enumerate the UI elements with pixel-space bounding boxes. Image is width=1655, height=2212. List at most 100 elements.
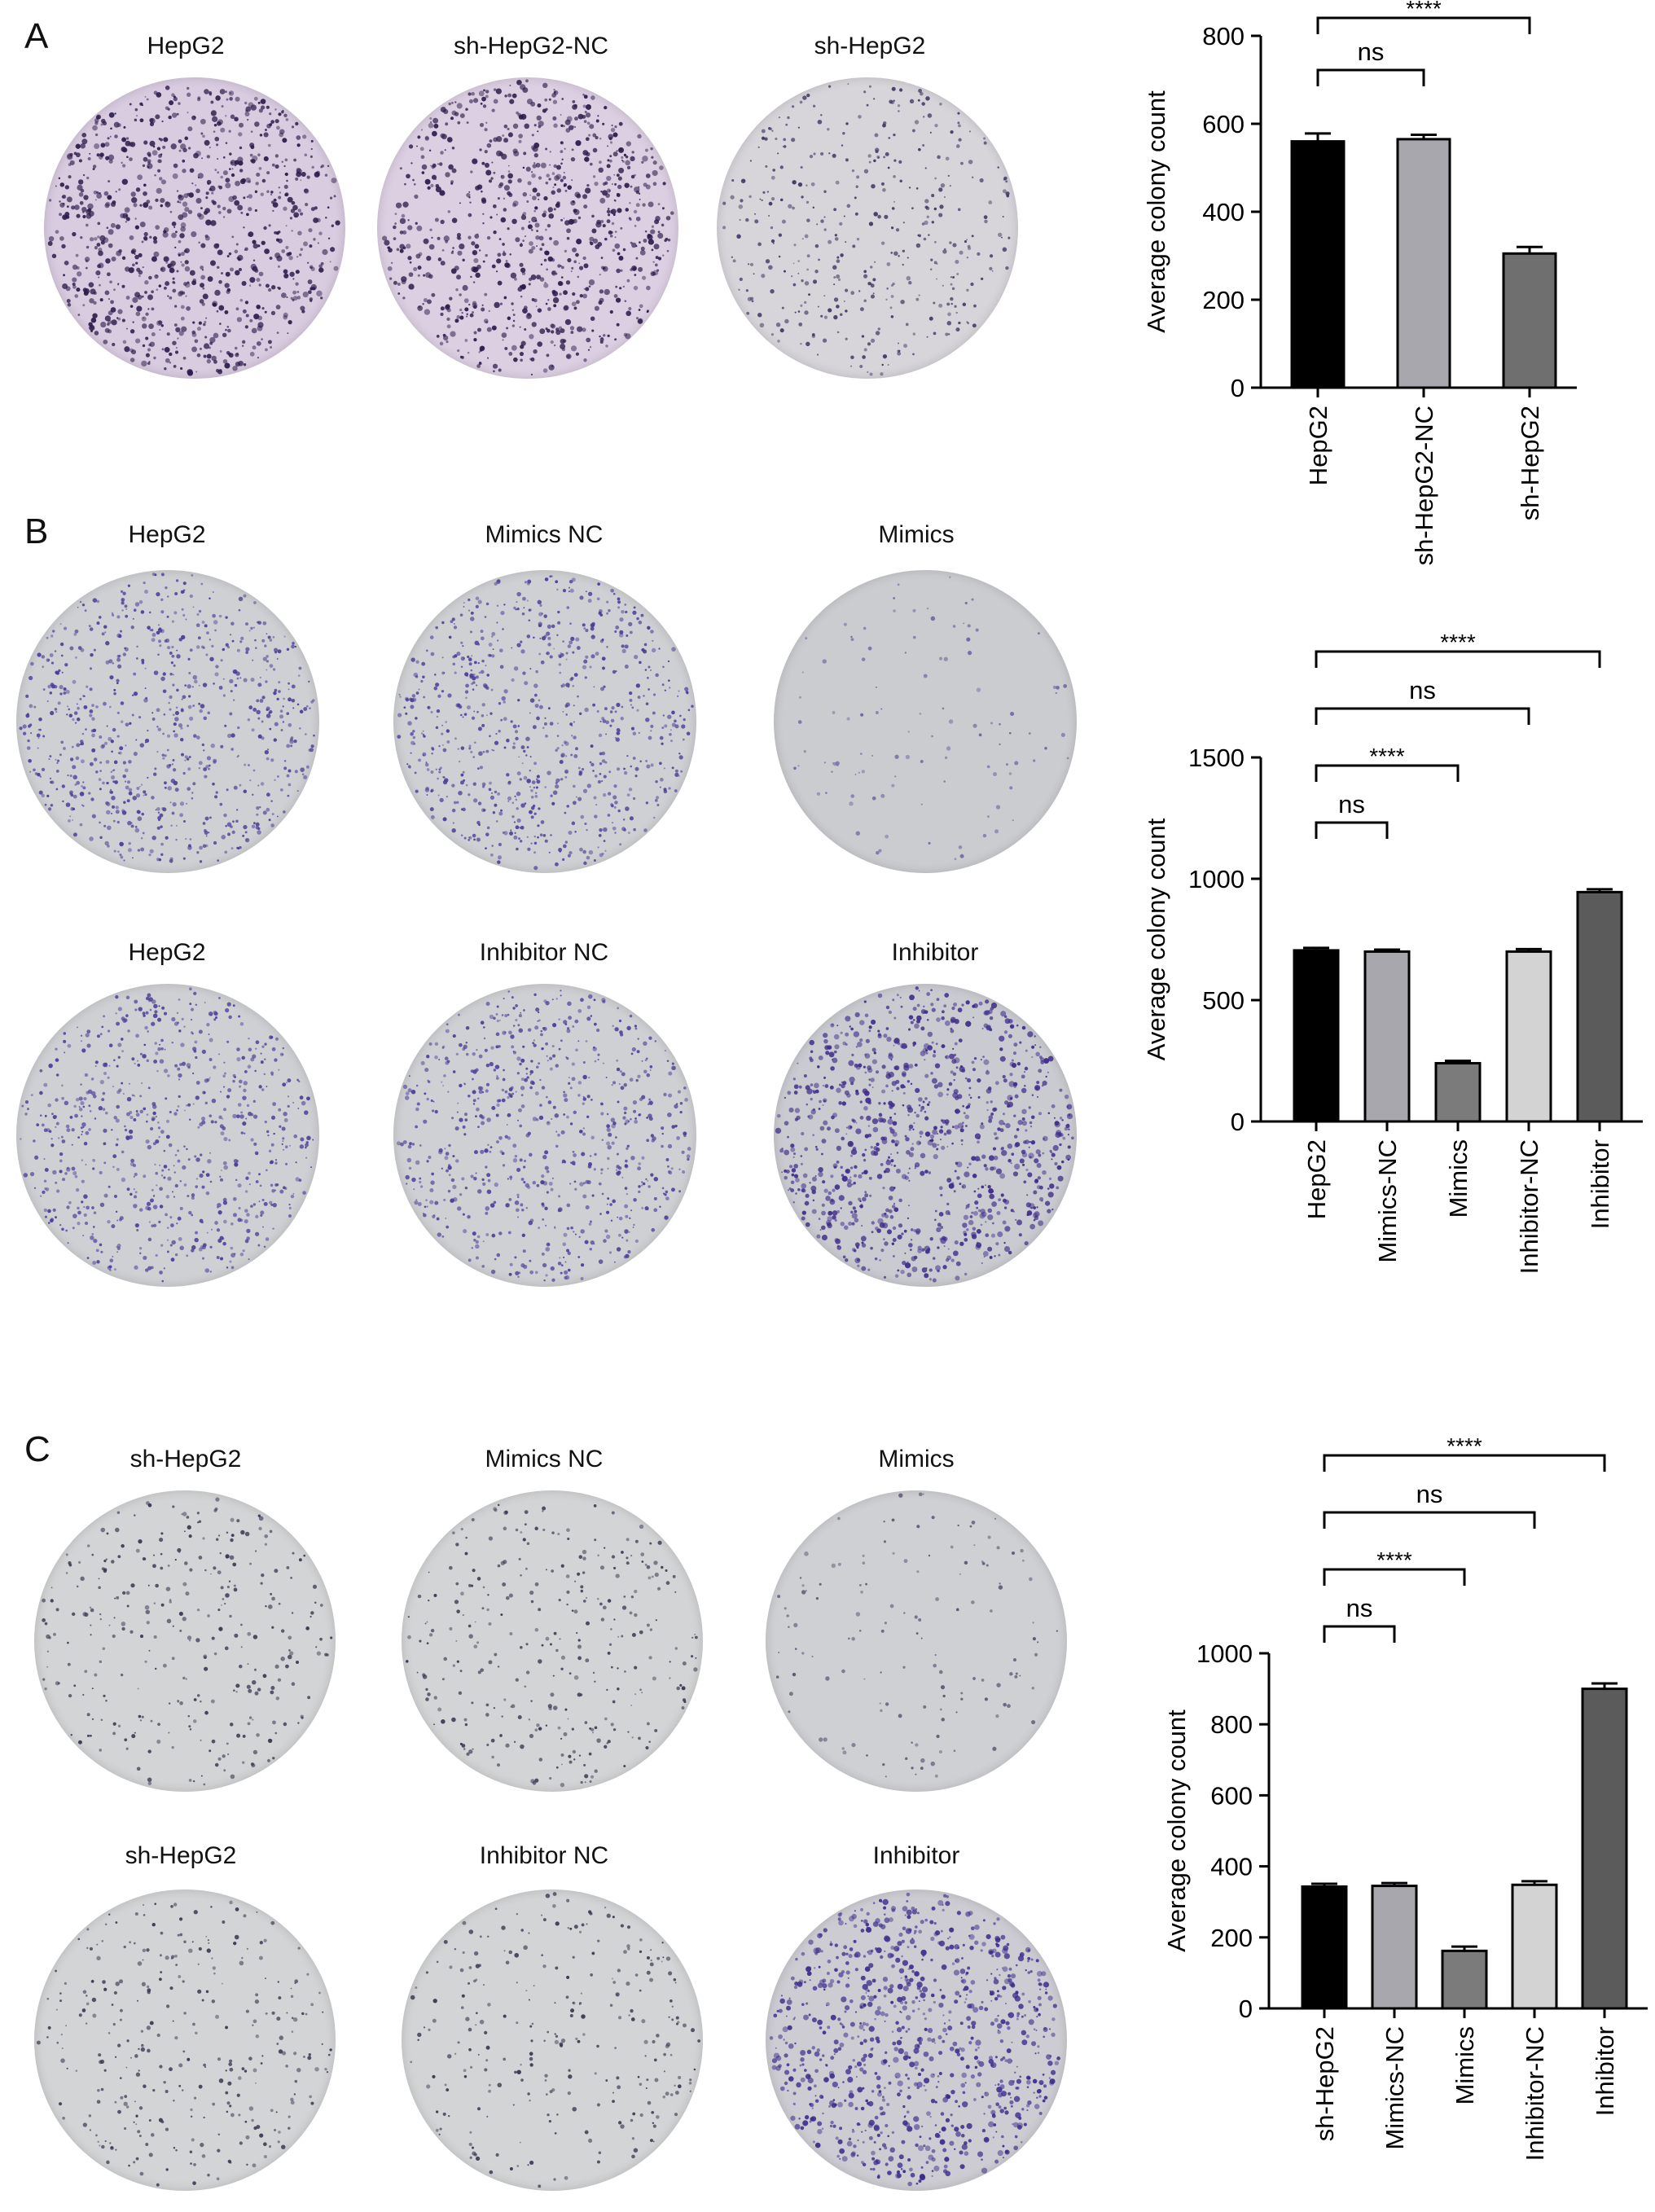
x-tick-label: Inhibitor [1586,1139,1614,1229]
colony-dots [47,86,340,376]
x-tick-label: Mimics-NC [1373,1139,1402,1263]
y-tick-label: 400 [1210,1853,1253,1881]
y-tick-label: 600 [1202,110,1245,138]
colony-dots [793,576,1069,861]
colony-dots [769,1892,1060,2187]
bar [1371,1885,1418,2010]
colony-dots [775,1492,1059,1778]
colony-dots [406,1503,698,1788]
significance-label: ns [1416,1480,1443,1508]
significance-bracket [1315,650,1601,668]
colony-dish [774,984,1077,1287]
y-tick-label: 1000 [1188,865,1245,893]
significance-label: ns [1358,37,1385,66]
colony-dish [34,1490,336,1792]
colony-dish [16,984,319,1287]
significance-label: ns [1346,1594,1373,1622]
panel-letter-b: B [24,511,49,551]
colony-dots [382,79,674,375]
significance-bracket [1323,1511,1536,1529]
dish-label: Mimics [878,1446,955,1472]
x-tick-label: Mimics-NC [1381,2026,1409,2150]
x-tick-label: HepG2 [1302,1139,1331,1219]
colony-dish [44,77,345,379]
dish-label: sh-HepG2 [814,33,926,59]
colony-dots [42,1497,333,1786]
bar [1511,1883,1558,2010]
bar [1363,950,1411,1123]
colony-dish [766,1889,1067,2191]
y-tick-label: 0 [1231,374,1245,402]
y-tick-label: 600 [1210,1781,1253,1810]
dish-label: HepG2 [147,33,225,59]
significance-label: ns [1409,676,1436,704]
y-axis-label: Average colony count [1142,818,1170,1060]
colony-dots [410,1892,700,2188]
colony-dish [16,570,319,873]
dish-label: HepG2 [128,521,206,548]
x-tick-label: sh-HepG2 [1516,406,1544,520]
y-tick-label: 800 [1202,22,1245,50]
colony-dish [34,1889,336,2191]
chart-1: 0 500 1000 1500 Average colony count HepG2 Mim… [1142,630,1643,1274]
colony-dots [36,1900,332,2187]
bar [1581,1688,1628,2010]
colony-dots [775,986,1074,1283]
y-tick-label: 800 [1210,1710,1253,1739]
bar [1293,949,1340,1123]
y-axis-label: Average colony count [1142,90,1170,333]
bar [1290,140,1346,389]
x-tick-label: Mimics [1444,1139,1473,1218]
y-tick-label: 200 [1202,286,1245,314]
significance-label: **** [1446,1433,1482,1459]
bar [1502,252,1557,389]
significance-label: **** [1376,1547,1412,1573]
bar [1441,1949,1488,2010]
y-tick-label: 1500 [1188,744,1245,772]
x-tick-label: sh-HepG2 [1310,2026,1339,2141]
colony-dish [717,77,1018,379]
colony-dish [766,1490,1067,1792]
x-tick-label: Inhibitor-NC [1521,2026,1549,2161]
y-tick-label: 0 [1231,1108,1245,1136]
dish-label: Mimics NC [485,521,604,548]
chart-0: 0 200 400 600 800 Average colony count HepG2 sh… [1142,0,1577,565]
dish-label: Mimics [878,521,955,548]
x-tick-label: sh-HepG2-NC [1410,406,1438,565]
significance-bracket [1323,1568,1466,1586]
significance-bracket [1315,707,1530,725]
colony-dish [402,1490,703,1792]
dish-label: sh-HepG2 [130,1446,242,1472]
significance-label: **** [1406,0,1442,21]
y-tick-label: 200 [1210,1924,1253,1952]
chart-2: 0 200 400 600 800 1000 Average colony count sh-… [1162,1433,1648,2161]
colony-dish [774,570,1077,873]
colony-dots [722,83,1011,376]
dish-label: HepG2 [128,939,206,966]
colony-dots [396,990,691,1282]
bar [1505,950,1552,1123]
colony-dots [20,987,314,1283]
colony-dish [402,1889,703,2191]
significance-label: **** [1369,744,1405,769]
significance-label: ns [1338,790,1365,819]
y-tick-label: 0 [1239,1995,1253,2023]
colony-dots [19,573,315,863]
colony-dish [393,570,696,873]
significance-bracket [1315,764,1460,782]
colony-dish [393,984,696,1287]
x-tick-label: HepG2 [1304,406,1332,485]
significance-label: **** [1440,630,1476,655]
y-tick-label: 400 [1202,198,1245,226]
panel-letter-a: A [24,16,49,56]
bar [1434,1061,1482,1123]
dish-label: Inhibitor [872,1842,960,1869]
x-tick-label: Inhibitor [1591,2026,1619,2116]
bar [1301,1885,1348,2010]
x-tick-label: Inhibitor-NC [1515,1139,1543,1274]
significance-bracket [1323,1454,1606,1472]
panel-letter-c: C [24,1429,50,1469]
significance-bracket [1323,1625,1396,1643]
significance-bracket [1316,68,1425,86]
